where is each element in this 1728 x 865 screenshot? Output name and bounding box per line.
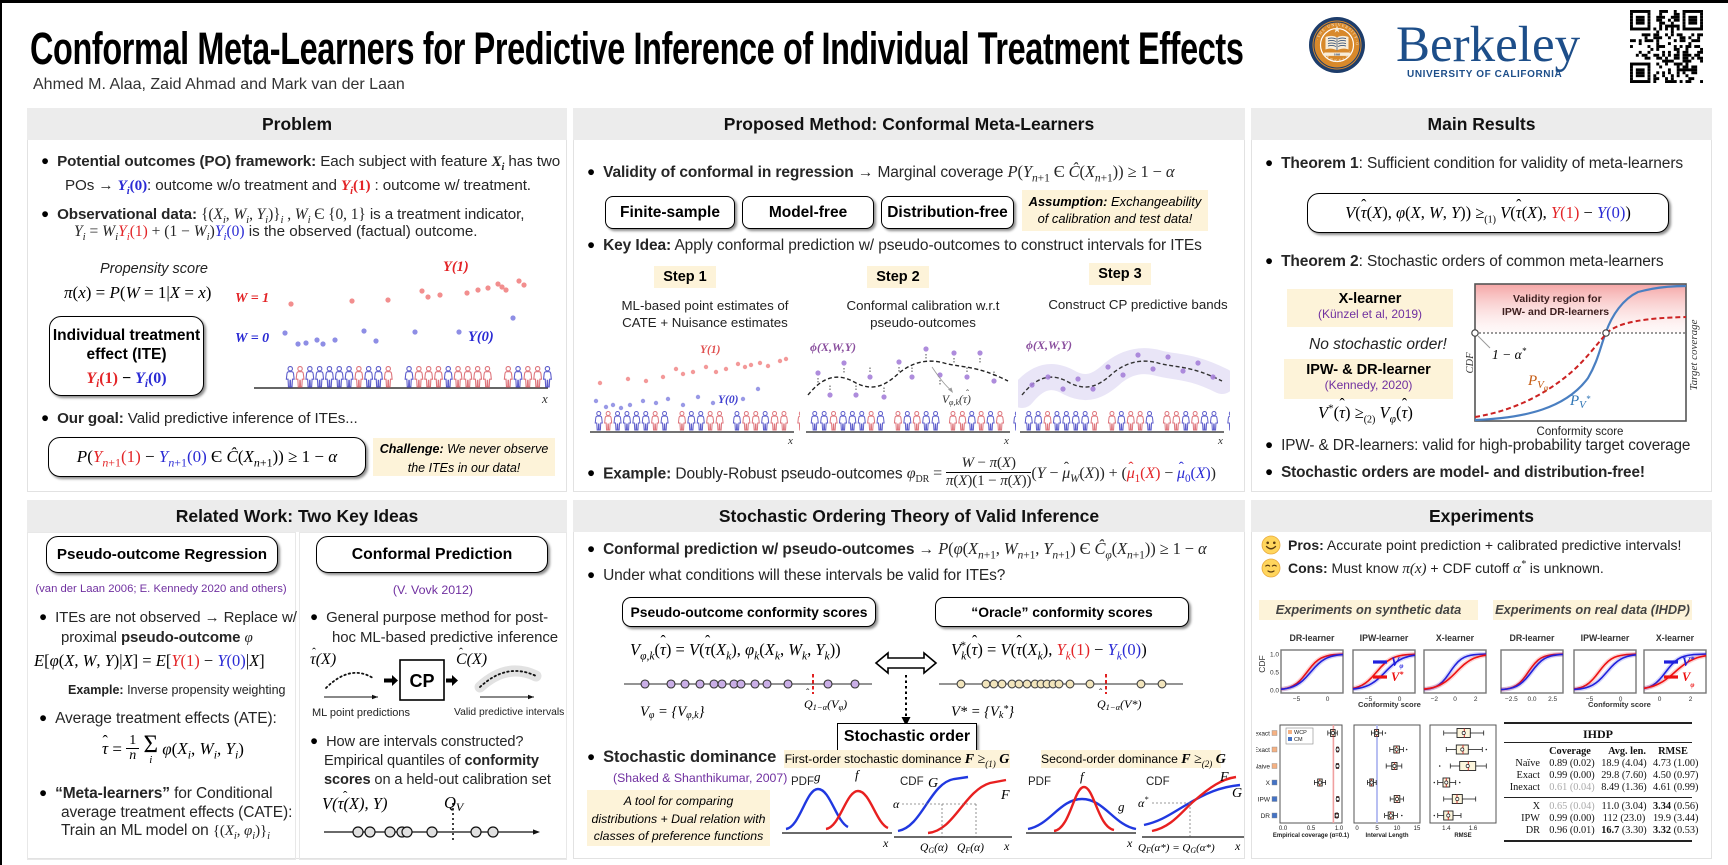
svg-text:G: G — [928, 776, 938, 791]
svg-text:Y(0): Y(0) — [468, 329, 494, 345]
svg-text:Validity region for: Validity region for — [1513, 293, 1602, 305]
svg-text:QF(α): QF(α) — [957, 842, 984, 855]
svg-text:−2: −2 — [1431, 696, 1439, 703]
svg-text:f: f — [1080, 769, 1086, 784]
svg-text:CDF: CDF — [900, 776, 924, 788]
svg-text:1 − α*: 1 − α* — [1492, 346, 1527, 362]
svg-text:x: x — [1126, 836, 1133, 850]
svg-text:0.0: 0.0 — [1270, 688, 1279, 695]
svg-text:Conformity score: Conformity score — [1537, 426, 1624, 438]
svg-text:Target coverage: Target coverage — [1688, 319, 1700, 390]
svg-text:Interval Length: Interval Length — [1365, 833, 1408, 839]
svg-text:ˆ: ˆ — [312, 646, 316, 659]
svg-text:0: 0 — [1326, 696, 1330, 703]
svg-text:10: 10 — [1394, 826, 1401, 832]
svg-text:x: x — [1003, 435, 1009, 447]
svg-text:2: 2 — [1474, 696, 1478, 703]
svg-text:0.0: 0.0 — [1279, 826, 1288, 832]
svg-text:2.5: 2.5 — [1548, 696, 1557, 703]
svg-text:x: x — [787, 435, 793, 447]
svg-text:IPW: IPW — [1258, 797, 1271, 804]
svg-text:0: 0 — [1398, 696, 1402, 703]
svg-text:ˆ: ˆ — [343, 789, 348, 803]
svg-text:ˆ: ˆ — [966, 388, 969, 398]
svg-text:ˆ: ˆ — [806, 688, 810, 699]
svg-text:Vφ = {Vφ,k}: Vφ = {Vφ,k} — [640, 704, 705, 721]
svg-text:PV*: PV* — [1569, 393, 1591, 411]
svg-text:0.5: 0.5 — [1307, 826, 1316, 832]
svg-text:IPW- and DR-learners: IPW- and DR-learners — [1502, 306, 1609, 318]
svg-text:Y(0): Y(0) — [718, 394, 739, 406]
svg-text:Exact: Exact — [1256, 747, 1270, 754]
svg-text:W = 1: W = 1 — [235, 291, 269, 306]
svg-text:C(X): C(X) — [456, 651, 487, 668]
svg-text:X: X — [1266, 780, 1271, 787]
svg-text:Inexact: Inexact — [1256, 731, 1270, 738]
svg-text:α*: α* — [1138, 795, 1148, 810]
svg-text:Vφ,k(τ): Vφ,k(τ) — [942, 394, 971, 407]
svg-text:1.0: 1.0 — [1335, 826, 1344, 832]
svg-text:−5: −5 — [1586, 696, 1594, 703]
svg-text:x: x — [882, 836, 889, 850]
svg-text:ˆ: ˆ — [459, 646, 463, 659]
svg-text:WCP: WCP — [1294, 730, 1307, 736]
svg-text:QF(α*) = QG(α*): QF(α*) = QG(α*) — [1138, 842, 1215, 855]
svg-text:F: F — [1000, 788, 1010, 803]
svg-text:ˆ: ˆ — [1099, 688, 1103, 699]
svg-text:CDF: CDF — [1146, 776, 1170, 788]
svg-text:x: x — [541, 391, 548, 406]
svg-text:QG(α): QG(α) — [920, 842, 948, 855]
svg-text:−5: −5 — [1365, 696, 1373, 703]
svg-text:x: x — [1234, 839, 1241, 853]
svg-text:ϕ(X,W,Y): ϕ(X,W,Y) — [1026, 338, 1072, 352]
svg-text:−5: −5 — [1293, 696, 1301, 703]
svg-text:Y(1): Y(1) — [700, 344, 721, 356]
svg-text:0: 0 — [1355, 826, 1359, 832]
svg-text:ˆ: ˆ — [448, 789, 453, 799]
svg-text:0.0: 0.0 — [1527, 696, 1536, 703]
svg-text:PVφ: PVφ — [1527, 373, 1549, 393]
svg-text:1.0: 1.0 — [1270, 652, 1279, 659]
svg-text:Q1−α(Vφ): Q1−α(Vφ) — [804, 697, 847, 712]
svg-text:−2.5: −2.5 — [1505, 696, 1518, 703]
svg-text:f: f — [855, 769, 861, 782]
svg-text:1.6: 1.6 — [1469, 826, 1478, 832]
svg-text:1868: 1868 — [1334, 53, 1341, 57]
svg-text:5: 5 — [1375, 826, 1379, 832]
svg-text:15: 15 — [1414, 826, 1421, 832]
svg-text:Naive: Naive — [1256, 764, 1270, 771]
svg-text:PDF: PDF — [791, 776, 814, 788]
svg-text:τ(X): τ(X) — [310, 651, 336, 668]
svg-text:DR: DR — [1261, 813, 1271, 820]
svg-text:V(τ(X), Y): V(τ(X), Y) — [322, 794, 387, 813]
svg-text:2: 2 — [1689, 696, 1693, 703]
svg-text:V* = {Vk*}: V* = {Vk*} — [951, 704, 1014, 721]
svg-text:W = 0: W = 0 — [235, 331, 269, 346]
svg-text:0.5: 0.5 — [1270, 670, 1279, 677]
svg-text:g: g — [814, 769, 821, 784]
svg-text:CDF: CDF — [1466, 352, 1476, 374]
svg-text:Y(1): Y(1) — [443, 259, 469, 275]
svg-text:0: 0 — [1658, 696, 1662, 703]
svg-text:RMSE: RMSE — [1454, 833, 1471, 839]
svg-text:G: G — [1232, 786, 1242, 801]
svg-text:0: 0 — [1619, 696, 1623, 703]
svg-text:0: 0 — [1453, 696, 1457, 703]
svg-text:PDF: PDF — [1028, 776, 1051, 788]
svg-text:Empirical coverage (α=0.1): Empirical coverage (α=0.1) — [1273, 833, 1349, 839]
svg-text:CP: CP — [409, 671, 434, 691]
svg-text:F: F — [1219, 770, 1229, 785]
svg-text:α: α — [893, 797, 900, 811]
svg-text:x: x — [1003, 839, 1010, 853]
svg-text:CM: CM — [1294, 737, 1303, 743]
svg-text:ϕ(X,W,Y): ϕ(X,W,Y) — [810, 340, 856, 354]
svg-text:Q1−α(V*): Q1−α(V*) — [1097, 697, 1141, 712]
svg-text:g: g — [1118, 799, 1125, 814]
svg-text:1.4: 1.4 — [1442, 826, 1451, 832]
svg-text:x: x — [1217, 435, 1223, 447]
